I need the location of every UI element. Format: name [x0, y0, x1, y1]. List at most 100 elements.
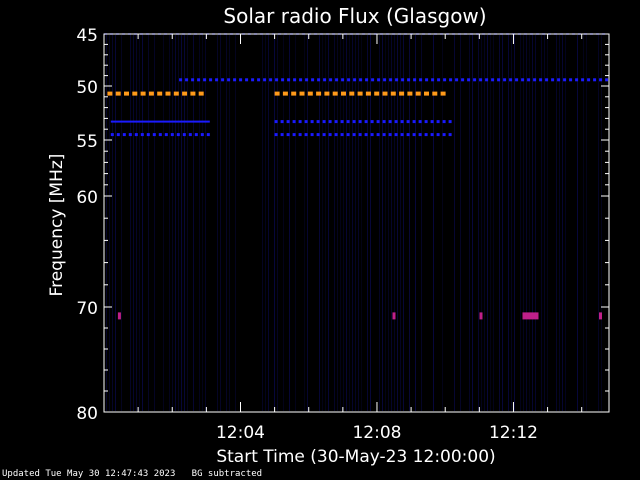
background-streak: [421, 35, 422, 411]
band-segment: [399, 91, 405, 96]
band-segment: [322, 120, 326, 124]
band-segment: [461, 78, 465, 82]
band-segment: [364, 120, 368, 124]
band-segment: [140, 133, 144, 137]
background-streak: [352, 35, 353, 411]
background-streak: [490, 35, 491, 411]
band-segment: [340, 120, 344, 124]
band-segment: [358, 133, 362, 137]
background-streak: [112, 35, 113, 411]
background-streak: [142, 35, 143, 411]
band-line: [110, 120, 210, 123]
band-segment: [197, 78, 201, 82]
band-segment: [394, 120, 398, 124]
band-segment: [503, 78, 507, 82]
background-streak: [397, 35, 398, 411]
background-streak: [532, 35, 533, 411]
background-streak: [277, 35, 278, 411]
band-segment: [352, 120, 356, 124]
band-segment: [357, 91, 363, 96]
band-segment: [418, 120, 422, 124]
band-segment: [170, 133, 174, 137]
background-streak: [328, 35, 329, 411]
background-streak: [478, 35, 479, 411]
band-segment: [432, 91, 438, 96]
background-streak: [511, 35, 512, 411]
band-segment: [419, 78, 423, 82]
band-segment: [198, 91, 204, 96]
band-segment: [382, 91, 388, 96]
background-streak: [229, 35, 230, 411]
band-segment: [413, 78, 417, 82]
band-segment: [286, 133, 290, 137]
spike-mark: [392, 312, 396, 320]
background-streak: [139, 35, 140, 411]
band-segment: [491, 78, 495, 82]
background-streak: [394, 35, 395, 411]
band-segment: [521, 78, 525, 82]
background-streak: [289, 35, 290, 411]
background-streak: [547, 35, 548, 411]
background-streak: [403, 35, 404, 411]
x-tick-label: 12:12: [489, 423, 538, 443]
y-tick-label: 55: [76, 132, 98, 152]
band-segment: [382, 133, 386, 137]
band-segment: [185, 78, 189, 82]
band-segment: [274, 120, 278, 124]
band-segment: [497, 78, 501, 82]
y-tick-label: 70: [76, 299, 98, 319]
band-segment: [335, 78, 339, 82]
background-streak: [304, 35, 305, 411]
background-streak: [577, 35, 578, 411]
band-segment: [299, 91, 305, 96]
band-segment: [146, 133, 150, 137]
background-streak: [169, 35, 170, 411]
band-segment: [334, 120, 338, 124]
footer-note: BG subtracted: [191, 469, 263, 479]
band-segment: [316, 133, 320, 137]
band-segment: [436, 120, 440, 124]
band-segment: [412, 120, 416, 124]
band-segment: [233, 78, 237, 82]
band-segment: [132, 91, 138, 96]
background-streak: [274, 35, 275, 411]
background-streak: [205, 35, 206, 411]
background-streak: [202, 35, 203, 411]
band-segment: [134, 133, 138, 137]
background-streak: [502, 35, 503, 411]
y-tick-label: 80: [76, 404, 98, 424]
band-segment: [107, 91, 113, 96]
band-segment: [374, 91, 380, 96]
background-streak: [514, 35, 515, 411]
band-segment: [316, 91, 322, 96]
band-segment: [605, 78, 609, 82]
band-segment: [239, 78, 243, 82]
background-streak: [493, 35, 494, 411]
band-segment: [388, 120, 392, 124]
band-segment: [389, 78, 393, 82]
band-segment: [437, 78, 441, 82]
band-segment: [346, 120, 350, 124]
band-segment: [206, 133, 210, 137]
background-streak: [349, 35, 350, 411]
band-segment: [304, 120, 308, 124]
band-segment: [443, 78, 447, 82]
band-segment: [305, 78, 309, 82]
background-streak: [400, 35, 401, 411]
plot-background: [106, 35, 602, 411]
background-streak: [508, 35, 509, 411]
band-segment: [377, 78, 381, 82]
background-streak: [598, 35, 599, 411]
background-streak: [433, 35, 434, 411]
band-segment: [353, 78, 357, 82]
band-segment: [376, 120, 380, 124]
band-segment: [203, 78, 207, 82]
band-segment: [407, 91, 413, 96]
band-segment: [245, 78, 249, 82]
chart-title: Solar radio Flux (Glasgow): [223, 4, 486, 28]
band-segment: [323, 78, 327, 82]
plot-frame: [103, 33, 610, 413]
band-segment: [122, 133, 126, 137]
band-segment: [282, 91, 288, 96]
